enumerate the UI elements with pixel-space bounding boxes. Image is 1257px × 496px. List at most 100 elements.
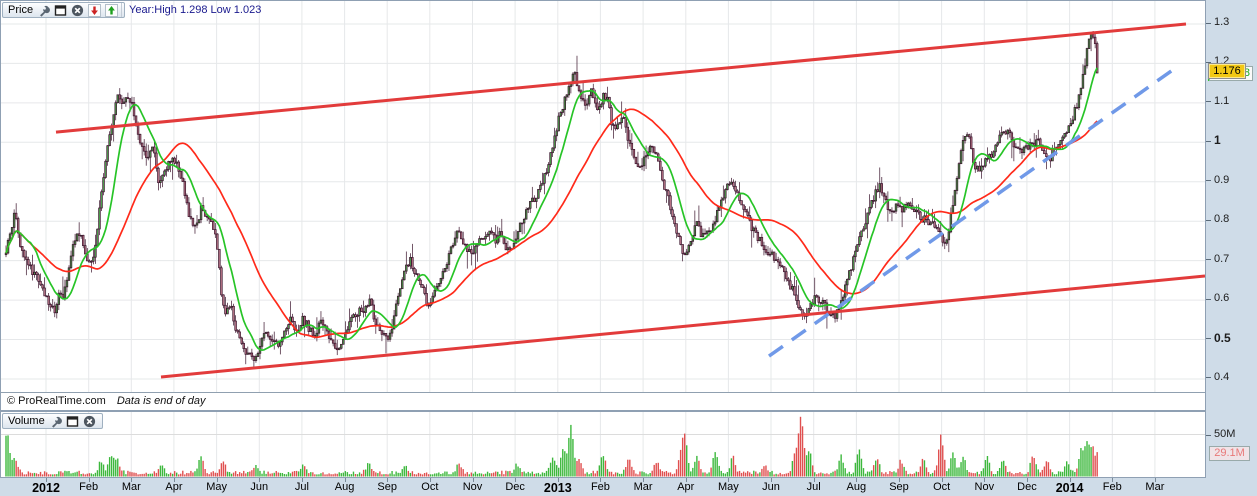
x-axis-label: May	[718, 481, 739, 493]
price-panel-title: Price	[8, 4, 34, 16]
x-axis-tick	[899, 478, 900, 482]
year-high-low-stats: Year:High 1.298 Low 1.023	[129, 4, 262, 16]
price-chart[interactable]	[1, 1, 1205, 393]
y-axis-tick	[1206, 338, 1211, 340]
last-price-badge: 1.176	[1208, 63, 1246, 79]
copyright-bar: © ProRealTime.com Data is end of day	[1, 392, 1205, 410]
volume-toolbar: Volume	[2, 413, 103, 429]
x-axis-tick	[344, 478, 346, 482]
x-axis-label: Nov	[462, 481, 483, 493]
x-axis-tick	[429, 478, 431, 482]
y-axis-tick	[1206, 298, 1211, 300]
x-axis-tick	[1112, 478, 1114, 482]
x-axis-tick	[259, 478, 261, 482]
x-axis-label: Dec	[1017, 481, 1037, 493]
price-toolbar: Price	[2, 2, 126, 18]
x-axis-label: Aug	[846, 481, 867, 493]
x-axis-label: 2012	[32, 481, 60, 495]
x-axis-label: Mar	[1145, 481, 1165, 493]
x-axis-label: Feb	[590, 481, 610, 493]
data-note-text: Data is end of day	[116, 395, 206, 407]
close-icon[interactable]	[83, 415, 96, 428]
copyright-text: © ProRealTime.com	[7, 395, 106, 407]
x-axis-tick	[685, 478, 687, 482]
price-panel: Price Year:High 1.298 Low 1.023 © ProRea…	[0, 0, 1206, 411]
x-axis-label: Apr	[677, 481, 695, 493]
window-icon[interactable]	[54, 4, 67, 17]
y-axis-tick	[1206, 180, 1211, 182]
y-axis-tick	[1206, 219, 1211, 221]
x-axis-label: Feb	[1102, 481, 1122, 493]
y-axis-tick	[1206, 22, 1211, 24]
x-axis-label: Feb	[79, 481, 99, 493]
volume-chart[interactable]	[1, 412, 1205, 477]
x-axis-label: Apr	[165, 481, 183, 493]
x-axis-label: Jun	[250, 481, 269, 493]
window-icon[interactable]	[66, 415, 79, 428]
x-axis-tick	[131, 478, 133, 482]
x-axis-tick	[216, 478, 218, 482]
x-axis-tick	[771, 478, 773, 482]
close-icon[interactable]	[71, 4, 84, 17]
volume-axis-label: 50M	[1214, 428, 1236, 440]
y-axis-label: 0.5	[1214, 330, 1231, 345]
x-axis-label: 2013	[543, 481, 572, 495]
x-axis-label: Mar	[121, 481, 141, 493]
x-axis-tick	[1069, 478, 1071, 482]
x-axis-tick	[557, 478, 559, 482]
x-axis-tick	[1154, 478, 1156, 482]
y-axis-label: 0.9	[1214, 173, 1230, 186]
volume-axis-tick	[1206, 435, 1211, 436]
x-axis-tick	[643, 478, 645, 482]
x-axis-label: 2014	[1055, 481, 1084, 495]
x-axis-tick	[856, 478, 858, 482]
x-axis-tick	[387, 478, 389, 482]
y-axis-label: 1.3	[1214, 16, 1230, 28]
x-axis-tick	[301, 478, 303, 482]
wrench-icon[interactable]	[37, 4, 50, 17]
x-axis-tick	[600, 478, 602, 482]
y-axis-label: 0.8	[1214, 213, 1230, 226]
x-axis-label: Mar	[633, 481, 653, 493]
x-axis-label: Nov	[974, 481, 995, 493]
x-axis-label: Dec	[505, 481, 525, 493]
y-axis-tick	[1206, 377, 1211, 379]
x-axis-tick	[173, 478, 175, 482]
price-axis[interactable]: 1.3 1.2 1.1 1 0.9 0.8 0.7 0.6 0.5 0.4 8 1.176 50M…	[1206, 0, 1257, 496]
time-axis[interactable]: 2012 Feb Mar Apr May Jun Jul Aug Sep Oct Nov Dec 201…	[0, 478, 1257, 496]
y-axis-tick	[1206, 140, 1211, 142]
x-axis-tick	[984, 478, 986, 482]
x-axis-tick	[515, 478, 517, 482]
y-axis-label: 0.4	[1214, 370, 1230, 383]
x-axis-label: Jun	[762, 481, 780, 493]
y-axis-tick	[1206, 101, 1211, 103]
x-axis-label: Oct	[933, 481, 951, 493]
x-axis-tick	[813, 478, 815, 482]
x-axis-tick	[728, 478, 730, 482]
y-axis-tick	[1206, 61, 1211, 63]
x-axis-label: Sep	[377, 481, 397, 493]
y-axis-label: 1.1	[1214, 94, 1230, 107]
y-axis-label: 0.6	[1214, 292, 1230, 305]
x-axis-label: Jul	[294, 481, 309, 493]
wrench-icon[interactable]	[49, 415, 62, 428]
toolbar-separator	[121, 3, 122, 17]
x-axis-label: Sep	[889, 481, 909, 493]
x-axis-label: May	[206, 481, 227, 493]
x-axis-tick	[46, 478, 47, 482]
x-axis-tick	[941, 478, 943, 482]
x-axis-label: Jul	[806, 481, 821, 493]
last-volume-badge: 29.1M	[1209, 446, 1250, 461]
y-axis-label: 1	[1214, 133, 1221, 148]
x-axis-tick	[88, 478, 90, 482]
x-axis-tick	[1026, 478, 1028, 482]
arrow-down-icon[interactable]	[88, 3, 102, 17]
arrow-up-icon[interactable]	[105, 3, 119, 17]
y-axis-tick	[1206, 259, 1211, 261]
volume-panel: Volume	[0, 411, 1206, 478]
x-axis-label: Aug	[334, 481, 355, 493]
volume-panel-title: Volume	[8, 415, 45, 427]
y-axis-label: 0.7	[1214, 252, 1230, 265]
x-axis-label: Oct	[421, 481, 439, 493]
